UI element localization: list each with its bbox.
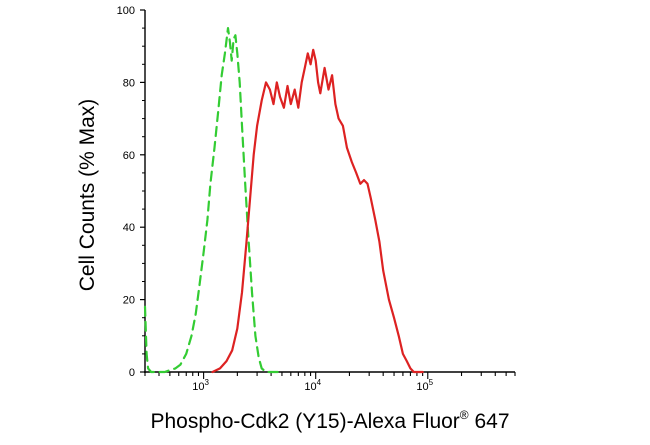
sample-series-line — [211, 48, 424, 374]
y-tick-label: 100 — [117, 5, 135, 17]
y-tick-label: 60 — [123, 150, 135, 162]
x-tick-label: 103 — [192, 378, 209, 393]
y-axis-ticks: 0 20 40 60 80 100 — [117, 5, 145, 379]
x-axis-title-tail: 647 — [469, 410, 510, 433]
y-axis-title: Cell Counts (% Max) — [76, 99, 99, 292]
x-axis-ticks: 103 104 105 — [144, 372, 516, 393]
registered-mark: ® — [460, 408, 469, 422]
x-axis-title: Phospho-Cdk2 (Y15)-Alexa Fluor® 647 — [150, 408, 509, 433]
y-tick-label: 20 — [123, 295, 135, 307]
axes — [144, 10, 515, 373]
x-axis-title-main: Phospho-Cdk2 (Y15)-Alexa Fluor — [150, 410, 459, 433]
control-series-line — [143, 27, 284, 374]
plot-area — [143, 27, 424, 374]
x-tick-label: 105 — [416, 378, 433, 393]
y-tick-label: 0 — [129, 367, 135, 379]
y-tick-label: 40 — [123, 222, 135, 234]
y-tick-label: 80 — [123, 77, 135, 89]
x-tick-label: 104 — [304, 378, 321, 393]
